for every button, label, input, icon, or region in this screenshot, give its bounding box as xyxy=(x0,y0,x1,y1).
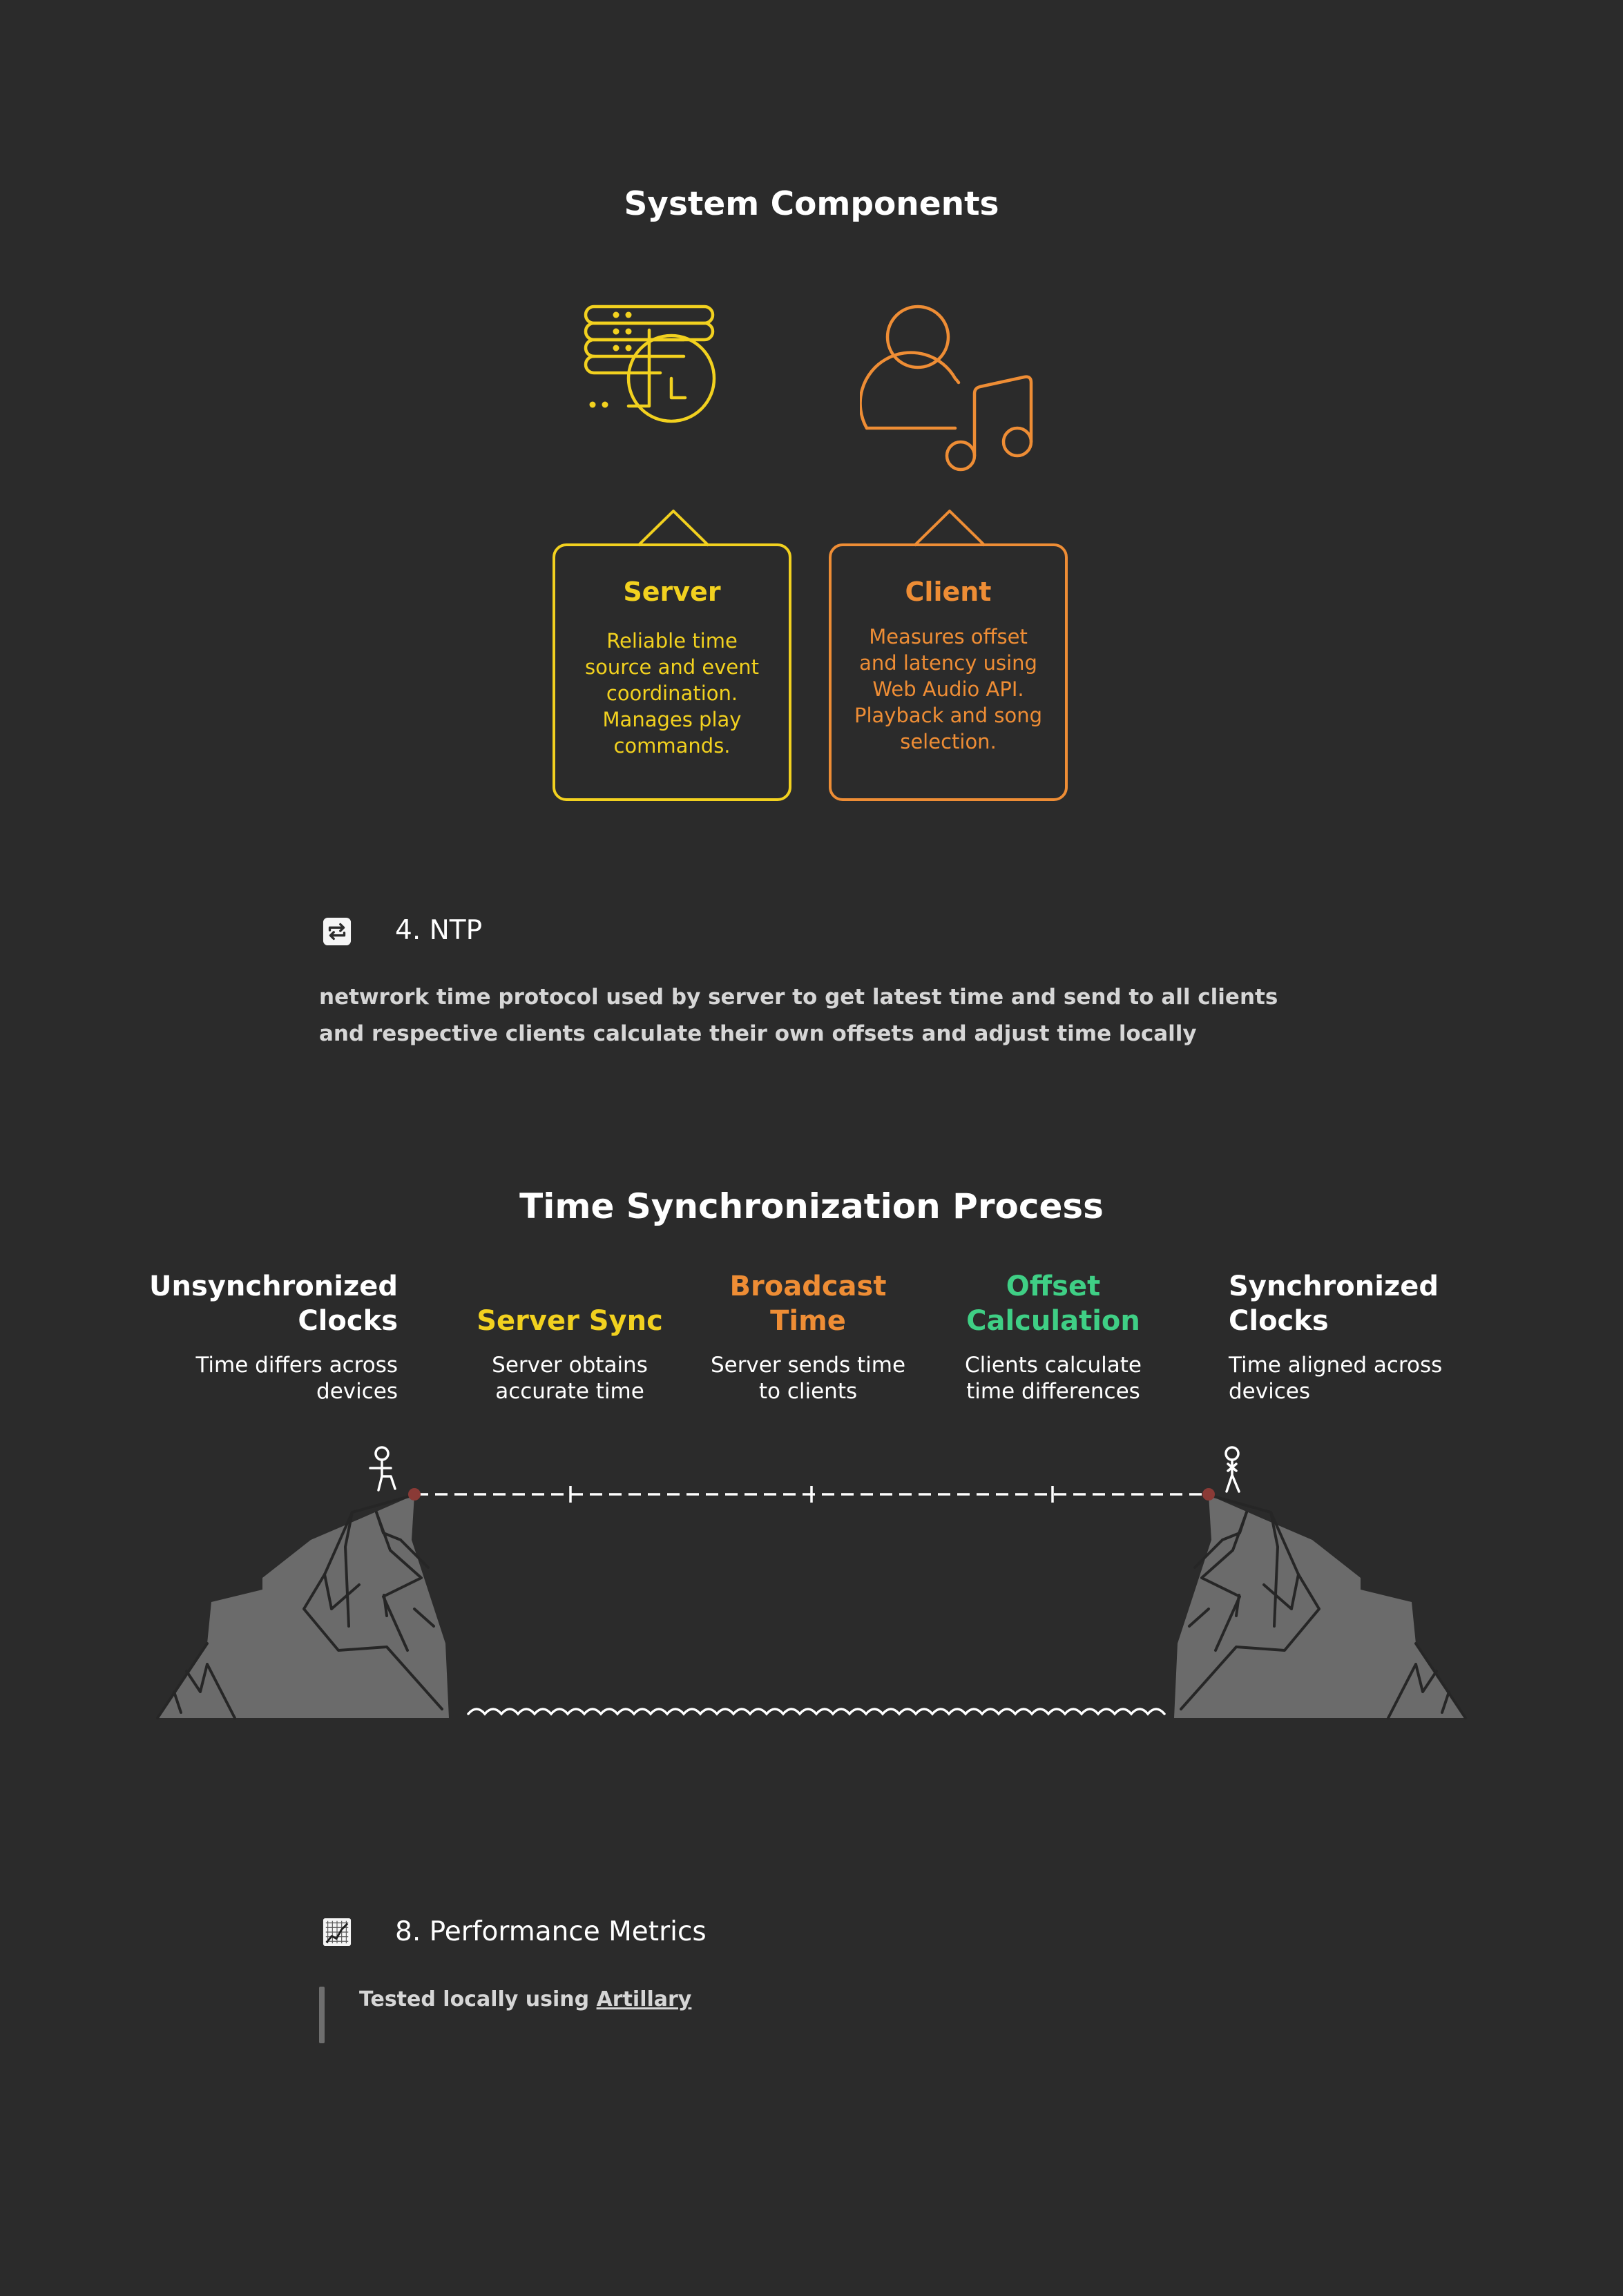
step-title-line: Time xyxy=(770,1305,846,1337)
right-cliff xyxy=(1174,1494,1467,1719)
step-desc-line: time differences xyxy=(966,1379,1140,1404)
artillery-link[interactable]: Artillary xyxy=(596,1987,692,2012)
step-desc-line: devices xyxy=(1229,1379,1310,1404)
step-unsynchronized: Unsynchronized Clocks Time differs acros… xyxy=(124,1269,398,1405)
step-title-line: Synchronized xyxy=(1229,1271,1439,1302)
step-desc-line: accurate time xyxy=(495,1379,644,1404)
server-icon-graphic xyxy=(580,297,760,476)
water-waves xyxy=(467,1708,1166,1716)
left-cliff xyxy=(156,1494,449,1719)
server-card-title: Server xyxy=(623,577,721,607)
step-title-line: Clocks xyxy=(1229,1305,1329,1337)
system-components-title: System Components xyxy=(624,185,999,223)
step-desc-line: devices xyxy=(316,1379,398,1404)
client-card-description: Measures offset and latency using Web Au… xyxy=(854,625,1043,753)
performance-note: Tested locally using Artillary xyxy=(359,1987,691,2012)
walking-person-icon xyxy=(369,1446,396,1492)
standing-person-icon xyxy=(1225,1446,1240,1493)
left-anchor xyxy=(408,1488,421,1501)
repeat-icon xyxy=(323,917,352,946)
step-desc-line: Time aligned across xyxy=(1229,1353,1443,1378)
step-title-line: Server Sync xyxy=(477,1305,663,1337)
step-title-line: Unsynchronized xyxy=(149,1271,398,1302)
step-synchronized: Synchronized Clocks Time aligned across … xyxy=(1229,1269,1505,1405)
cliff-rope-illustration xyxy=(156,1446,1467,1719)
step-broadcast-time: Broadcast Time Server sends time to clie… xyxy=(687,1269,929,1405)
right-anchor xyxy=(1202,1488,1215,1501)
chart-icon xyxy=(323,1918,352,1947)
performance-note-prefix: Tested locally using xyxy=(359,1987,590,2012)
performance-heading: 8. Performance Metrics xyxy=(395,1916,707,1947)
step-server-sync: Server Sync Server obtains accurate time xyxy=(449,1304,691,1405)
ntp-heading: 4. NTP xyxy=(395,915,483,946)
step-desc-line: Server obtains xyxy=(492,1353,648,1378)
server-card: Server Reliable time source and event co… xyxy=(553,543,791,801)
step-desc-line: Time differs across xyxy=(195,1353,398,1378)
step-title-line: Clocks xyxy=(298,1305,398,1337)
blockquote-bar xyxy=(319,1987,325,2043)
step-offset-calculation: Offset Calculation Clients calculate tim… xyxy=(932,1269,1174,1405)
ntp-description: netwrork time protocol used by server to… xyxy=(319,985,1278,1046)
step-title-line: Broadcast xyxy=(729,1271,887,1302)
time-sync-title: Time Synchronization Process xyxy=(519,1186,1104,1226)
step-desc-line: Clients calculate xyxy=(965,1353,1142,1378)
client-card: Client Measures offset and latency using… xyxy=(829,543,1068,801)
server-card-description: Reliable time source and event coordinat… xyxy=(585,629,759,758)
step-desc-line: Server sends time xyxy=(710,1353,906,1378)
client-card-title: Client xyxy=(905,577,992,607)
step-title-line: Calculation xyxy=(966,1305,1140,1337)
server-card-pointer xyxy=(637,510,710,547)
user-music-icon xyxy=(860,305,1033,472)
step-desc-line: to clients xyxy=(758,1379,858,1404)
step-title-line: Offset xyxy=(1006,1271,1101,1302)
client-card-pointer xyxy=(913,510,986,547)
